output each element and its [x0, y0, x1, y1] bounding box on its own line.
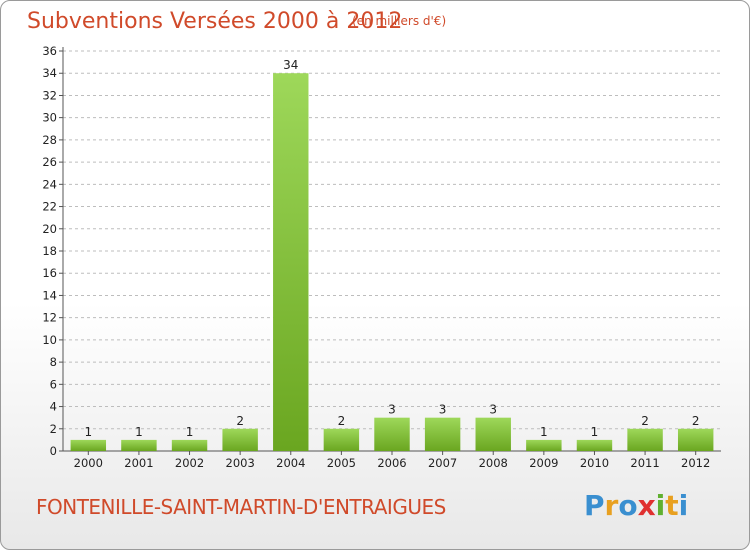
x-tick-label: 2002 — [175, 456, 204, 470]
logo-letter: P — [584, 489, 605, 522]
chart-title: Subventions Versées 2000 à 2012 — [27, 9, 403, 34]
y-tick-label: 8 — [50, 355, 57, 369]
bar — [475, 417, 511, 451]
logo-letter: o — [618, 489, 638, 522]
x-tick-label: 2000 — [74, 456, 103, 470]
bar-value-label: 2 — [236, 414, 244, 428]
x-tick-label: 2007 — [428, 456, 457, 470]
bar — [222, 428, 258, 451]
x-tick-label: 2006 — [377, 456, 406, 470]
logo-letter: t — [665, 489, 679, 522]
y-tick-label: 24 — [42, 177, 57, 191]
bar — [374, 417, 410, 451]
x-tick-label: 2001 — [124, 456, 153, 470]
x-tick-label: 2009 — [529, 456, 558, 470]
y-tick-label: 32 — [42, 88, 57, 102]
bar-value-label: 1 — [540, 425, 548, 439]
chart-subtitle: (en milliers d'€) — [352, 14, 447, 28]
bar — [627, 428, 663, 451]
y-tick-label: 28 — [42, 133, 57, 147]
proxiti-logo: Proxiti — [584, 489, 688, 522]
y-tick-label: 16 — [42, 266, 57, 280]
y-tick-label: 36 — [42, 44, 57, 58]
y-tick-label: 10 — [42, 333, 57, 347]
x-tick-label: 2010 — [580, 456, 609, 470]
y-tick-label: 26 — [42, 155, 57, 169]
bar-value-label: 1 — [84, 425, 92, 439]
y-tick-label: 34 — [42, 66, 57, 80]
bar — [273, 73, 309, 451]
bar — [70, 439, 107, 451]
y-tick-label: 0 — [50, 444, 57, 458]
logo-letter: x — [637, 489, 656, 522]
bar-value-label: 2 — [641, 414, 649, 428]
y-tick-label: 2 — [50, 422, 57, 436]
bar-value-label: 2 — [692, 414, 700, 428]
bar-value-label: 2 — [338, 414, 346, 428]
logo-letter: i — [655, 489, 666, 522]
x-tick-label: 2004 — [276, 456, 305, 470]
bar — [576, 439, 613, 451]
x-tick-label: 2003 — [226, 456, 255, 470]
logo-letter: i — [678, 489, 689, 522]
y-tick-label: 14 — [42, 288, 57, 302]
bar-value-label: 1 — [591, 425, 599, 439]
bar-value-label: 3 — [388, 403, 396, 417]
bar — [171, 439, 208, 451]
y-tick-label: 4 — [50, 400, 57, 414]
x-tick-label: 2005 — [327, 456, 356, 470]
bar — [424, 417, 461, 451]
bar — [526, 439, 562, 451]
y-tick-label: 18 — [42, 244, 57, 258]
logo-letter: r — [604, 489, 619, 522]
bar — [323, 428, 360, 451]
bar-value-label: 3 — [439, 403, 447, 417]
y-tick-label: 22 — [42, 200, 57, 214]
bar-value-label: 1 — [135, 425, 143, 439]
y-tick-label: 20 — [42, 222, 57, 236]
y-tick-label: 6 — [50, 377, 57, 391]
y-tick-label: 12 — [42, 311, 57, 325]
y-tick-label: 30 — [42, 111, 57, 125]
bar-value-label: 1 — [186, 425, 194, 439]
x-tick-label: 2011 — [630, 456, 659, 470]
bar-value-label: 34 — [283, 58, 298, 72]
location-name: FONTENILLE-SAINT-MARTIN-D'ENTRAIGUES — [36, 495, 446, 519]
x-tick-label: 2008 — [479, 456, 508, 470]
bar — [677, 428, 714, 451]
x-tick-label: 2012 — [681, 456, 710, 470]
bar-value-label: 3 — [489, 403, 497, 417]
bar — [121, 439, 157, 451]
